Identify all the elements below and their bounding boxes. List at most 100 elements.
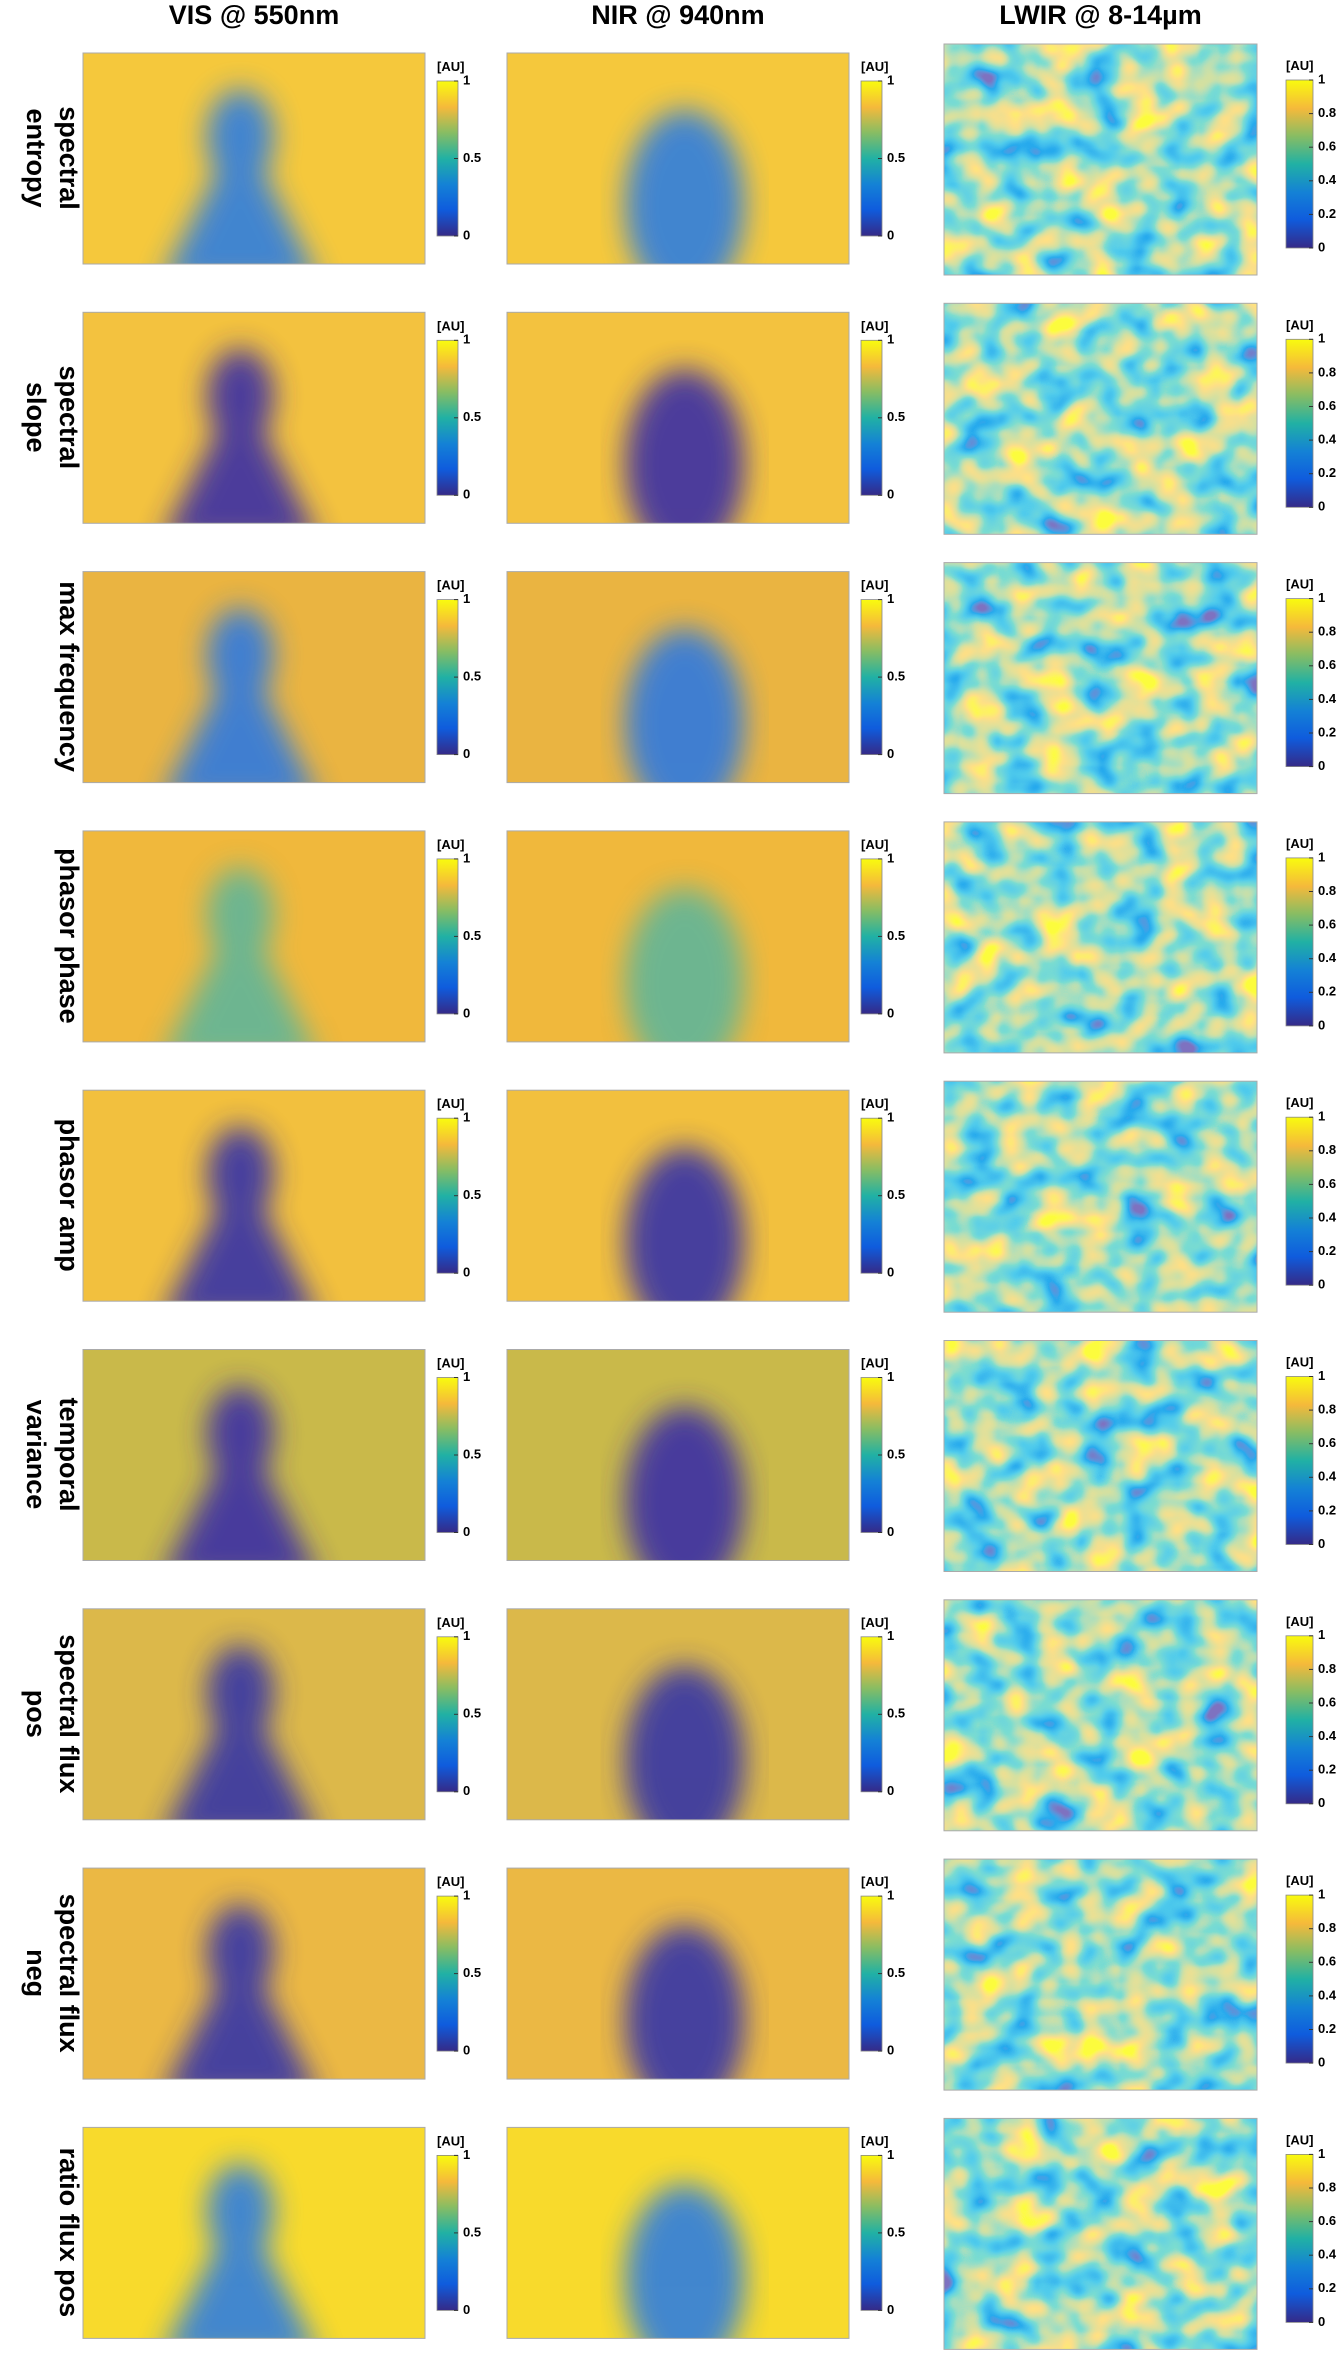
colorbar-tick-label: 0	[887, 1005, 894, 1020]
colorbar-tick-label: 0	[463, 1005, 470, 1020]
row: spectralentropy[AU]00.51[AU]00.51[AU]00.…	[21, 43, 1337, 276]
panel-frame	[943, 1599, 1258, 1832]
colorbar-label: [AU]	[861, 1874, 888, 1889]
colorbar-label: [AU]	[861, 59, 888, 74]
colorbar-tick-label: 0.5	[887, 1706, 905, 1721]
colorbar-tick-label: 0.8	[1318, 883, 1336, 898]
heatmap	[507, 571, 849, 783]
colorbar-tick-label: 0.2	[1318, 1762, 1336, 1777]
column-title: NIR @ 940nm	[591, 0, 764, 30]
colorbar-tick-label: 1	[887, 72, 894, 87]
colorbar-tick-label: 0.6	[1318, 1694, 1336, 1709]
colorbar-tick-label: 0.5	[463, 409, 481, 424]
colorbar-tick-label: 0	[1318, 1795, 1325, 1810]
colorbar-tick-label: 1	[463, 1888, 470, 1903]
colorbar-tick-label: 0	[463, 1783, 470, 1798]
colorbar-tick-label: 1	[1318, 331, 1325, 346]
colorbar-tick-label: 0.2	[1318, 724, 1336, 739]
colorbar	[1285, 1894, 1314, 2064]
colorbar-tick-label: 1	[887, 1110, 894, 1125]
colorbar-tick-label: 1	[463, 850, 470, 865]
colorbar-tick-label: 0	[887, 746, 894, 761]
silhouette	[170, 2163, 311, 2339]
heatmap-noise	[944, 2118, 1257, 2350]
colorbar-tick-label: 0.5	[463, 1187, 481, 1202]
colorbar-label: [AU]	[861, 837, 888, 852]
silhouette	[170, 1904, 311, 2080]
colorbar-tick-label: 1	[463, 2147, 470, 2162]
colorbar-tick-label: 1	[463, 591, 470, 606]
panel-frame	[943, 43, 1258, 276]
colorbar-tick-label: 0.6	[1318, 1954, 1336, 1969]
colorbar-tick-label: 0.5	[463, 2224, 481, 2239]
heatmap	[83, 2127, 425, 2339]
heatmap-noise	[944, 1081, 1257, 1313]
colorbar-tick-label: 0	[1318, 239, 1325, 254]
colorbar-tick-label: 0.5	[887, 2224, 905, 2239]
silhouette	[624, 1925, 745, 2080]
panel-frame	[506, 1867, 850, 2080]
colorbar-label: [AU]	[1286, 1873, 1313, 1888]
colorbar-tick-label: 0.5	[463, 1706, 481, 1721]
heatmap	[83, 1868, 425, 2080]
colorbar-tick-label: 0.5	[887, 1965, 905, 1980]
heatmap	[944, 303, 1257, 535]
panel-frame	[82, 1089, 426, 1302]
colorbar	[1285, 79, 1314, 249]
colorbar-tick-label: 0.2	[1318, 1502, 1336, 1517]
silhouette	[624, 109, 745, 264]
colorbar-label: [AU]	[437, 1874, 464, 1889]
heatmap	[83, 312, 425, 524]
colorbar-tick-label: 0	[887, 2043, 894, 2058]
panel-frame	[82, 571, 426, 784]
colorbar-tick-label: 1	[887, 1888, 894, 1903]
row: phasor amp[AU]00.51[AU]00.51[AU]00.20.40…	[54, 1080, 1337, 1313]
panel-frame	[943, 821, 1258, 1054]
heatmap	[83, 1349, 425, 1561]
colorbar-tick-label: 0.6	[1318, 398, 1336, 413]
colorbar-tick-label: 0	[463, 2043, 470, 2058]
colorbar-tick-label: 0.4	[1318, 1987, 1337, 2002]
colorbar-label: [AU]	[437, 1096, 464, 1111]
colorbar-tick-label: 0	[1318, 2055, 1325, 2070]
colorbar-label: [AU]	[1286, 1095, 1313, 1110]
colorbar-tick-label: 0.5	[887, 1187, 905, 1202]
colorbar-tick-label: 0.5	[463, 150, 481, 165]
colorbar-tick-label: 0.5	[887, 928, 905, 943]
colorbar-tick-label: 0.4	[1318, 172, 1337, 187]
colorbar-label: [AU]	[861, 1096, 888, 1111]
silhouette	[170, 1126, 311, 1302]
colorbar-tick-label: 0.8	[1318, 1402, 1336, 1417]
colorbar-label: [AU]	[437, 318, 464, 333]
colorbar-tick-label: 0	[887, 487, 894, 502]
silhouette	[170, 608, 311, 783]
colorbar-tick-label: 0.2	[1318, 984, 1336, 999]
colorbar-label: [AU]	[861, 2133, 888, 2148]
colorbar-tick-label: 1	[1318, 1368, 1325, 1383]
colorbar-label: [AU]	[437, 2133, 464, 2148]
colorbar-tick-label: 0	[463, 1265, 470, 1280]
colorbar-tick-label: 1	[463, 1110, 470, 1125]
colorbar-tick-label: 1	[1318, 849, 1325, 864]
colorbar-tick-label: 0	[1318, 1017, 1325, 1032]
panel-frame	[506, 1349, 850, 1561]
colorbar-label: [AU]	[1286, 1614, 1313, 1629]
heatmap	[944, 562, 1257, 794]
row-label: entropy	[21, 108, 51, 207]
panel-frame	[82, 830, 426, 1043]
colorbar	[1285, 338, 1314, 508]
colorbar	[1285, 598, 1314, 767]
row-label: pos	[21, 1690, 51, 1738]
colorbar-tick-label: 0.5	[887, 669, 905, 684]
colorbar-label: [AU]	[437, 1356, 464, 1371]
colorbar-label: [AU]	[1286, 2132, 1313, 2147]
column-title: VIS @ 550nm	[169, 0, 339, 30]
heatmap	[507, 53, 849, 264]
heatmap	[944, 44, 1257, 275]
colorbar-tick-label: 0	[1318, 1536, 1325, 1551]
colorbar-tick-label: 0.4	[1318, 1728, 1337, 1743]
heatmap	[83, 53, 425, 264]
heatmap	[83, 571, 425, 783]
colorbar-tick-label: 0.4	[1318, 1469, 1337, 1484]
